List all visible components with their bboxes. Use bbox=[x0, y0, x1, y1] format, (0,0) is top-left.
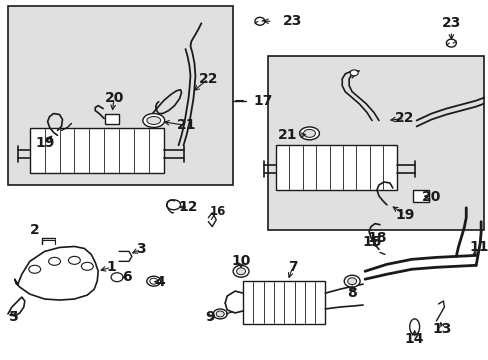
Bar bbox=[267, 56, 483, 230]
Ellipse shape bbox=[146, 276, 161, 286]
Ellipse shape bbox=[347, 278, 356, 285]
Ellipse shape bbox=[213, 309, 227, 319]
Ellipse shape bbox=[68, 256, 80, 264]
Text: 22: 22 bbox=[198, 72, 218, 86]
Bar bbox=[105, 113, 119, 125]
Text: 8: 8 bbox=[346, 286, 356, 300]
Ellipse shape bbox=[29, 265, 41, 273]
Text: 16: 16 bbox=[210, 205, 226, 218]
Ellipse shape bbox=[344, 275, 359, 287]
Text: 23: 23 bbox=[441, 16, 460, 30]
Text: 5: 5 bbox=[9, 310, 19, 324]
Ellipse shape bbox=[349, 70, 357, 76]
Text: 7: 7 bbox=[287, 260, 297, 274]
Text: 19: 19 bbox=[394, 208, 413, 222]
Text: 20: 20 bbox=[104, 91, 123, 105]
Text: 21: 21 bbox=[278, 129, 297, 142]
Text: 13: 13 bbox=[432, 322, 451, 336]
Bar bbox=[8, 6, 233, 185]
Text: 18: 18 bbox=[366, 230, 386, 244]
Text: 23: 23 bbox=[282, 14, 302, 28]
Text: 15: 15 bbox=[362, 234, 381, 248]
Bar bbox=[275, 145, 396, 190]
Text: 11: 11 bbox=[468, 240, 488, 255]
Ellipse shape bbox=[216, 311, 224, 317]
Ellipse shape bbox=[409, 319, 419, 335]
Text: 3: 3 bbox=[136, 242, 145, 256]
Text: 21: 21 bbox=[176, 118, 196, 132]
Ellipse shape bbox=[146, 117, 161, 125]
Text: 2: 2 bbox=[30, 222, 40, 237]
Text: 12: 12 bbox=[179, 200, 198, 214]
Text: 4: 4 bbox=[156, 275, 165, 289]
Ellipse shape bbox=[48, 257, 61, 265]
Ellipse shape bbox=[233, 265, 248, 277]
Ellipse shape bbox=[299, 127, 319, 140]
Ellipse shape bbox=[254, 17, 264, 25]
Ellipse shape bbox=[142, 113, 164, 127]
Bar bbox=[30, 129, 163, 173]
Text: 6: 6 bbox=[122, 270, 132, 284]
Ellipse shape bbox=[236, 268, 245, 275]
Ellipse shape bbox=[81, 262, 93, 270]
Text: 19: 19 bbox=[35, 136, 54, 150]
Text: 14: 14 bbox=[404, 332, 424, 346]
Text: 10: 10 bbox=[231, 255, 250, 268]
Bar bbox=[412, 190, 427, 202]
Text: 17: 17 bbox=[252, 94, 272, 108]
Ellipse shape bbox=[111, 273, 123, 282]
Bar bbox=[243, 281, 325, 324]
Text: 22: 22 bbox=[394, 112, 414, 126]
Ellipse shape bbox=[303, 129, 315, 138]
Ellipse shape bbox=[446, 39, 455, 47]
Ellipse shape bbox=[166, 200, 180, 210]
Text: 20: 20 bbox=[421, 190, 440, 204]
Text: 9: 9 bbox=[205, 310, 215, 324]
Text: 1: 1 bbox=[106, 260, 116, 274]
Ellipse shape bbox=[149, 278, 158, 284]
